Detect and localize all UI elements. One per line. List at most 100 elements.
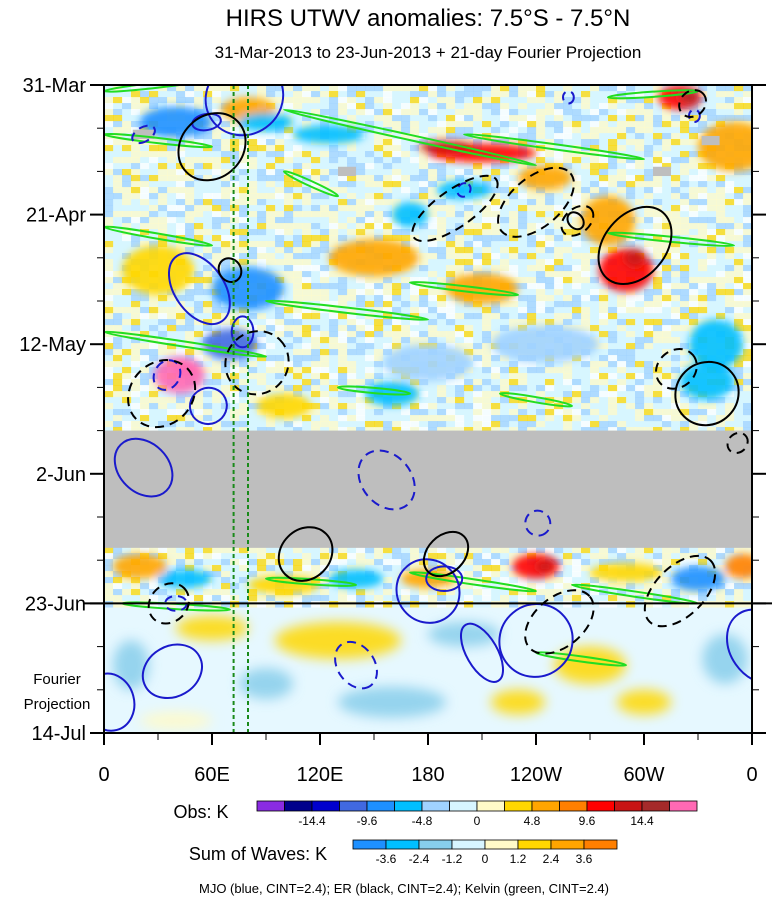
texture-cell [122,349,132,356]
texture-cell [437,283,447,290]
texture-cell [347,397,357,404]
texture-cell [689,163,699,170]
texture-cell [239,181,249,188]
texture-cell [329,391,339,398]
texture-cell [167,217,177,224]
texture-cell [194,391,204,398]
texture-cell [518,115,528,122]
texture-cell [203,265,213,272]
texture-cell [284,199,294,206]
texture-cell [518,205,528,212]
texture-cell [401,427,411,434]
texture-cell [104,373,114,380]
texture-cell [185,397,195,404]
texture-cell [482,259,492,266]
texture-cell [725,211,735,218]
texture-cell [401,409,411,416]
texture-cell [662,145,672,152]
texture-cell [365,337,375,344]
texture-cell [311,103,321,110]
texture-cell [185,163,195,170]
texture-cell [293,355,303,362]
texture-cell [635,367,645,374]
texture-cell [662,295,672,302]
texture-cell [428,115,438,122]
texture-cell [401,325,411,332]
texture-cell [581,199,591,206]
texture-cell [329,199,339,206]
texture-cell [671,259,681,266]
texture-cell [176,145,186,152]
texture-cell [122,97,132,104]
texture-cell [689,109,699,116]
texture-cell [320,253,330,260]
texture-cell [122,409,132,416]
texture-cell [176,307,186,314]
texture-cell [176,187,186,194]
texture-cell [428,385,438,392]
texture-cell [239,307,249,314]
texture-cell [671,313,681,320]
texture-cell [194,145,204,152]
texture-cell [293,283,303,290]
texture-cell [113,307,123,314]
texture-cell [140,163,150,170]
texture-cell [347,109,357,116]
texture-cell [284,205,294,212]
texture-cell [509,379,519,386]
texture-cell [257,139,267,146]
texture-cell [437,415,447,422]
texture-cell [392,97,402,104]
texture-cell [176,325,186,332]
texture-cell [518,271,528,278]
texture-cell [401,295,411,302]
texture-cell [410,283,420,290]
texture-cell [392,199,402,206]
texture-cell [734,211,744,218]
texture-cell [302,331,312,338]
texture-cell [599,421,609,428]
texture-cell [176,331,186,338]
texture-cell [248,259,258,266]
texture-cell [158,193,168,200]
texture-cell [743,313,752,320]
texture-cell [563,139,573,146]
texture-cell [104,247,114,254]
texture-cell [194,229,204,236]
texture-cell [455,337,465,344]
texture-cell [608,91,618,98]
texture-cell [446,253,456,260]
texture-cell [275,343,285,350]
texture-cell [653,391,663,398]
texture-cell [149,391,159,398]
texture-cell [635,187,645,194]
texture-cell [302,307,312,314]
texture-cell [338,355,348,362]
texture-cell [455,373,465,380]
texture-cell [707,247,717,254]
texture-cell [491,223,501,230]
texture-cell [473,391,483,398]
texture-cell [653,121,663,128]
texture-cell [122,205,132,212]
texture-cell [194,151,204,158]
texture-cell [185,421,195,428]
texture-cell [131,109,141,116]
texture-cell [275,133,285,140]
texture-cell [689,169,699,176]
texture-cell [122,319,132,326]
texture-cell [572,385,582,392]
texture-cell [653,109,663,116]
texture-cell [653,277,663,284]
texture-cell [491,325,501,332]
texture-cell [185,169,195,176]
texture-cell [104,103,114,110]
texture-cell [617,337,627,344]
texture-cell [320,421,330,428]
texture-cell [374,319,384,326]
texture-cell [392,151,402,158]
texture-cell [455,91,465,98]
texture-cell [329,343,339,350]
texture-cell [437,247,447,254]
texture-cell [635,241,645,248]
